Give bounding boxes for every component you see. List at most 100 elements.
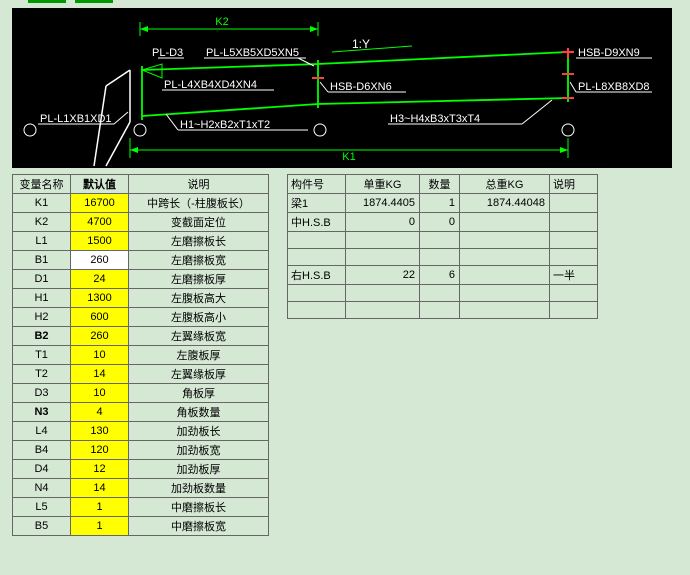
weights-row: 梁11874.440511874.44048: [288, 194, 598, 213]
param-name: B2: [13, 327, 71, 346]
param-value[interactable]: 1: [71, 517, 129, 536]
param-name: B5: [13, 517, 71, 536]
label-h1h2: H1~H2xB2xT1xT2: [180, 119, 270, 131]
params-row: N34角板数量: [13, 403, 269, 422]
weights-cell: [550, 194, 598, 213]
param-desc: 角板厚: [129, 384, 269, 403]
param-value[interactable]: 1: [71, 498, 129, 517]
param-desc: 中磨擦板宽: [129, 517, 269, 536]
param-desc: 加劲板厚: [129, 460, 269, 479]
weights-row: [288, 232, 598, 249]
param-name: B4: [13, 441, 71, 460]
param-value[interactable]: 10: [71, 346, 129, 365]
weights-cell: [460, 266, 550, 285]
weights-cell: [288, 249, 346, 266]
label-pl-l8: PL-L8XB8XD8: [578, 81, 650, 93]
param-desc: 角板数量: [129, 403, 269, 422]
params-row: B1260左磨擦板宽: [13, 251, 269, 270]
weights-cell: [288, 285, 346, 302]
param-value[interactable]: 4: [71, 403, 129, 422]
label-pl-l1: PL-L1XB1XD1: [40, 113, 112, 125]
param-value[interactable]: 10: [71, 384, 129, 403]
param-name: K1: [13, 194, 71, 213]
param-desc: 左腹板高大: [129, 289, 269, 308]
weights-cell: 0: [346, 213, 420, 232]
weights-row: 右H.S.B226一半: [288, 266, 598, 285]
param-name: D1: [13, 270, 71, 289]
weights-cell: [420, 232, 460, 249]
weights-cell: 1874.44048: [460, 194, 550, 213]
param-value[interactable]: 14: [71, 479, 129, 498]
weights-cell: 0: [420, 213, 460, 232]
params-row: B2260左翼缘板宽: [13, 327, 269, 346]
label-hsb-d6: HSB-D6XN6: [330, 81, 392, 93]
weights-table: 构件号 单重KG 数量 总重KG 说明 梁11874.440511874.440…: [287, 174, 598, 319]
params-row: D310角板厚: [13, 384, 269, 403]
param-name: H1: [13, 289, 71, 308]
weights-cell: [460, 213, 550, 232]
param-value[interactable]: 1500: [71, 232, 129, 251]
params-row: K24700变截面定位: [13, 213, 269, 232]
label-pl-d3: PL-D3: [152, 47, 183, 59]
param-value[interactable]: 600: [71, 308, 129, 327]
param-value[interactable]: 1300: [71, 289, 129, 308]
param-desc: 左腹板高小: [129, 308, 269, 327]
param-desc: 加劲板数量: [129, 479, 269, 498]
param-name: B1: [13, 251, 71, 270]
param-desc: 左磨擦板长: [129, 232, 269, 251]
weights-cell: 一半: [550, 266, 598, 285]
param-value[interactable]: 4700: [71, 213, 129, 232]
param-desc: 中跨长（-柱腹板长）: [129, 194, 269, 213]
param-name: N3: [13, 403, 71, 422]
weights-cell: [550, 213, 598, 232]
weights-cell: 右H.S.B: [288, 266, 346, 285]
param-name: T2: [13, 365, 71, 384]
param-desc: 左腹板厚: [129, 346, 269, 365]
weights-cell: [346, 232, 420, 249]
param-value[interactable]: 14: [71, 365, 129, 384]
params-row: L4130加劲板长: [13, 422, 269, 441]
param-name: L5: [13, 498, 71, 517]
params-row: B51中磨擦板宽: [13, 517, 269, 536]
param-name: K2: [13, 213, 71, 232]
weights-cell: [346, 302, 420, 319]
params-row: T110左腹板厚: [13, 346, 269, 365]
beam-svg: K2 1:Y PL-D3 PL-L5XB5XD5XN5: [12, 8, 672, 168]
beam-diagram: K2 1:Y PL-D3 PL-L5XB5XD5XN5: [12, 8, 672, 168]
param-name: L1: [13, 232, 71, 251]
weights-cell: 中H.S.B: [288, 213, 346, 232]
weights-cell: [550, 285, 598, 302]
weights-cell: [550, 232, 598, 249]
params-header-desc: 说明: [129, 175, 269, 194]
weights-cell: [460, 249, 550, 266]
dim-k1: K1: [342, 151, 355, 163]
weights-cell: 1874.4405: [346, 194, 420, 213]
weights-cell: [346, 285, 420, 302]
param-desc: 左磨擦板宽: [129, 251, 269, 270]
param-value[interactable]: 130: [71, 422, 129, 441]
param-name: L4: [13, 422, 71, 441]
weights-row: 中H.S.B00: [288, 213, 598, 232]
weights-cell: 梁1: [288, 194, 346, 213]
param-desc: 左翼缘板宽: [129, 327, 269, 346]
weights-header-5: 说明: [550, 175, 598, 194]
param-value[interactable]: 16700: [71, 194, 129, 213]
params-row: D124左磨擦板厚: [13, 270, 269, 289]
params-row: N414加劲板数量: [13, 479, 269, 498]
params-row: B4120加劲板宽: [13, 441, 269, 460]
weights-row: [288, 249, 598, 266]
param-value[interactable]: 260: [71, 327, 129, 346]
param-value[interactable]: 12: [71, 460, 129, 479]
weights-cell: [550, 249, 598, 266]
params-row: H2600左腹板高小: [13, 308, 269, 327]
param-name: T1: [13, 346, 71, 365]
param-value[interactable]: 120: [71, 441, 129, 460]
weights-cell: 22: [346, 266, 420, 285]
dim-k2: K2: [215, 16, 228, 28]
label-pl-l5: PL-L5XB5XD5XN5: [206, 47, 299, 59]
param-name: N4: [13, 479, 71, 498]
param-value[interactable]: 24: [71, 270, 129, 289]
tab-strip: [0, 0, 690, 6]
weights-cell: [346, 249, 420, 266]
param-value[interactable]: 260: [71, 251, 129, 270]
